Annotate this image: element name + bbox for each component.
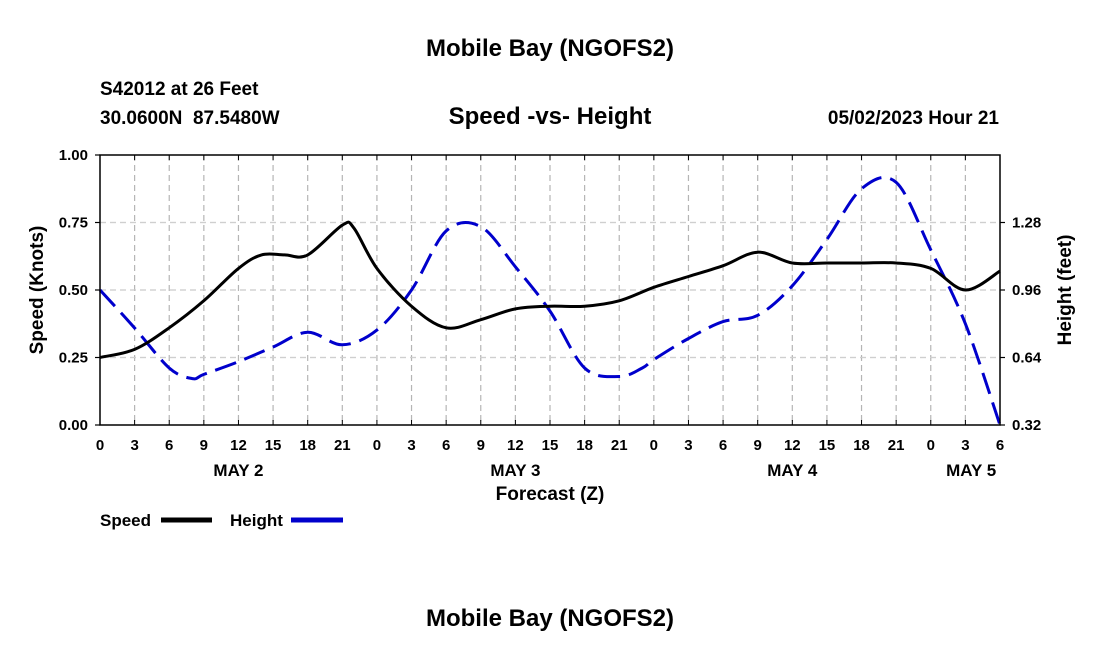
y-tick-label: 1.00 xyxy=(59,147,88,164)
legend: Speed Height xyxy=(100,511,343,530)
series-line-speed xyxy=(99,220,1001,359)
x-tick-label: 21 xyxy=(888,437,905,454)
coords-line: 30.0600N 87.5480W xyxy=(100,108,280,129)
x-tick-label: 0 xyxy=(96,437,104,454)
x-tick-label: 12 xyxy=(230,437,247,454)
x-tick-label: 15 xyxy=(265,437,282,454)
day-label: MAY 4 xyxy=(767,461,818,480)
x-tick-label: 18 xyxy=(576,437,593,454)
x-tick-label: 0 xyxy=(650,437,658,454)
grid xyxy=(100,154,1000,425)
day-label: MAY 3 xyxy=(490,461,540,480)
y-right-tick-label: 0.96 xyxy=(1012,282,1041,299)
x-tick-label: 15 xyxy=(819,437,836,454)
date-line: 05/02/2023 Hour 21 xyxy=(828,108,1000,129)
series-line-height xyxy=(98,175,1002,426)
y-tick-label: 0.00 xyxy=(59,417,88,434)
y-tick-label: 0.50 xyxy=(59,282,88,299)
x-tick-label: 3 xyxy=(407,437,415,454)
x-tick-label: 9 xyxy=(477,437,485,454)
series-layer xyxy=(98,175,1002,426)
plot-subtitle: Speed -vs- Height xyxy=(449,103,652,130)
legend-label-height: Height xyxy=(230,511,283,530)
legend-label-speed: Speed xyxy=(100,511,151,530)
x-tick-label: 12 xyxy=(507,437,524,454)
x-tick-label: 21 xyxy=(334,437,351,454)
x-tick-label: 6 xyxy=(442,437,450,454)
x-tick-label: 12 xyxy=(784,437,801,454)
x-tick-label: 21 xyxy=(611,437,628,454)
day-label: MAY 5 xyxy=(946,461,996,480)
x-tick-label: 15 xyxy=(542,437,559,454)
y-axis-label-right: Height (feet) xyxy=(1055,235,1076,346)
x-tick-label: 6 xyxy=(165,437,173,454)
x-tick-label: 3 xyxy=(684,437,692,454)
y-tick-label: 0.25 xyxy=(59,350,88,367)
y-tick-label: 0.75 xyxy=(59,215,88,232)
y-right-tick-label: 0.32 xyxy=(1012,417,1041,434)
footer-title: Mobile Bay (NGOFS2) xyxy=(426,605,674,632)
y-axis-label-left: Speed (Knots) xyxy=(27,226,48,355)
day-label: MAY 2 xyxy=(213,461,263,480)
x-tick-label: 0 xyxy=(373,437,381,454)
x-tick-label: 3 xyxy=(130,437,138,454)
x-tick-label: 0 xyxy=(927,437,935,454)
x-tick-label: 6 xyxy=(719,437,727,454)
x-tick-label: 9 xyxy=(754,437,762,454)
y-right-tick-label: 1.28 xyxy=(1012,215,1041,232)
x-tick-label: 18 xyxy=(299,437,316,454)
axes: 0 3 6 9 12 15 18 21 0 3 6 9 12 15 18 21 0 3 6 9 12 15 18 21 0 3 60… xyxy=(59,147,1042,480)
x-tick-label: 18 xyxy=(853,437,870,454)
x-tick-label: 9 xyxy=(200,437,208,454)
x-axis-label: Forecast (Z) xyxy=(496,484,605,505)
station-line: S42012 at 26 Feet xyxy=(100,79,259,100)
x-tick-label: 3 xyxy=(961,437,969,454)
x-tick-label: 6 xyxy=(996,437,1004,454)
chart-title: Mobile Bay (NGOFS2) xyxy=(426,35,674,62)
y-right-tick-label: 0.64 xyxy=(1012,350,1042,367)
